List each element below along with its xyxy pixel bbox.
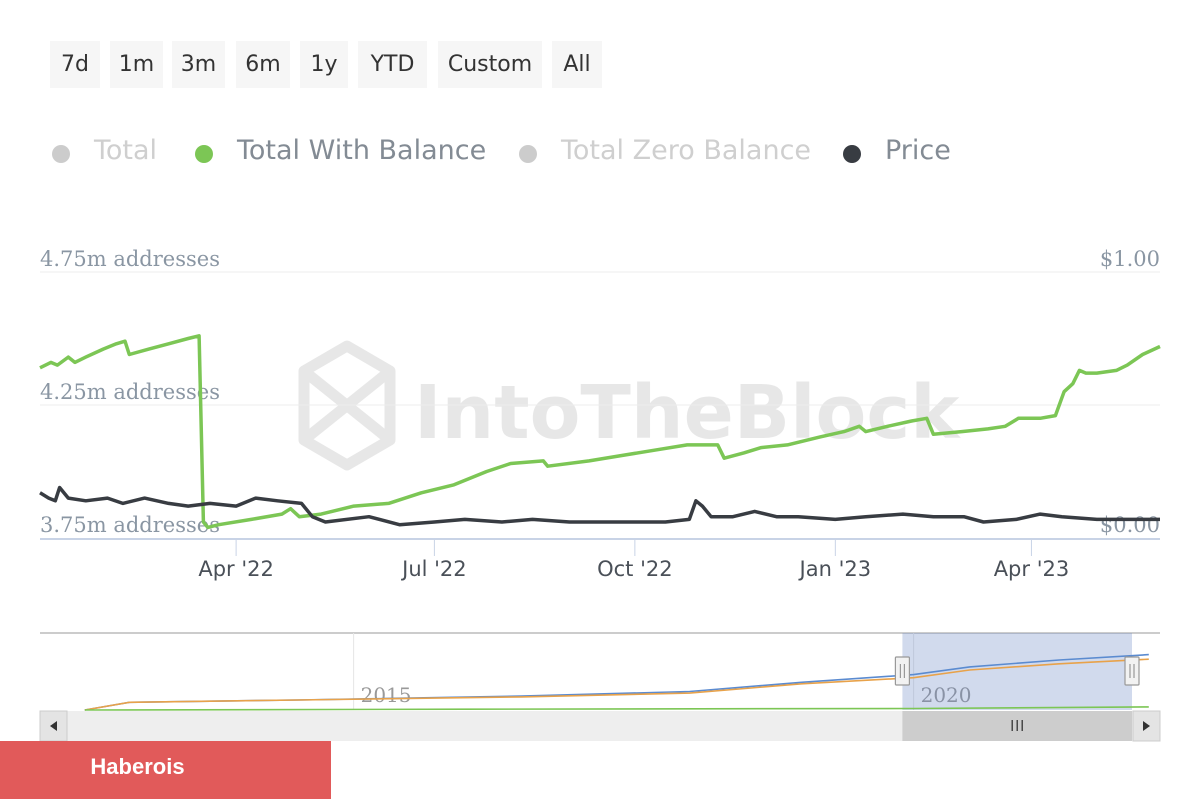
- y-axis-left: 3.75m addresses 4.25m addresses 4.75m addr…: [40, 247, 220, 537]
- haberois-banner: Haberois: [0, 741, 331, 799]
- series-line-price: [39, 485, 1160, 527]
- range-button-ytd[interactable]: YTD: [358, 41, 427, 88]
- x-tick-label: Apr '22: [198, 557, 274, 581]
- x-tick-label: Jan '23: [798, 557, 872, 581]
- x-axis: Apr '22 Jul '22 Oct '22 Jan '23 Apr '23: [40, 538, 1160, 581]
- range-button-1y[interactable]: 1y: [300, 41, 348, 88]
- y-right-tick-label: $0.00: [1100, 513, 1160, 537]
- y-left-tick-label: 3.75m addresses: [40, 513, 220, 537]
- y-left-tick-label: 4.75m addresses: [40, 247, 220, 271]
- legend-label-price: Price: [885, 135, 951, 166]
- legend-dot-price: [843, 145, 861, 163]
- legend-label-total-with-balance: Total With Balance: [237, 135, 487, 166]
- legend-label-total: Total: [94, 135, 158, 166]
- range-button-7d[interactable]: 7d: [50, 41, 100, 88]
- navigator-year-label: 2020: [921, 683, 972, 707]
- chevron-right-icon: [1143, 721, 1150, 731]
- range-button-1m[interactable]: 1m: [110, 41, 163, 88]
- scrollbar[interactable]: [39, 710, 1161, 742]
- x-tick-label: Oct '22: [597, 557, 672, 581]
- series-line-total-with-balance: [39, 334, 1161, 530]
- legend-label-total-zero-balance: Total Zero Balance: [561, 135, 812, 166]
- y-right-tick-label: $1.00: [1100, 247, 1160, 271]
- navigator-series-line: [84, 658, 1149, 711]
- chart-grid: [40, 271, 1160, 406]
- navigator-handle-left[interactable]: [894, 656, 911, 686]
- range-button-3m[interactable]: 3m: [172, 41, 225, 88]
- y-axis-right: $0.00 $1.00: [1100, 247, 1160, 537]
- navigator-handle-right[interactable]: [1124, 656, 1140, 686]
- chevron-left-icon: [50, 721, 57, 731]
- legend-dot-total: [52, 145, 70, 163]
- navigator-year-label: 2015: [361, 683, 412, 707]
- x-tick-label: Jul '22: [400, 557, 467, 581]
- navigator: 2015 2020: [39, 632, 1161, 742]
- y-left-tick-label: 4.25m addresses: [40, 380, 220, 404]
- range-button-custom[interactable]: Custom: [438, 41, 542, 88]
- x-tick-label: Apr '23: [994, 557, 1070, 581]
- range-button-all[interactable]: All: [552, 41, 602, 88]
- plot-series: [39, 334, 1161, 530]
- range-button-6m[interactable]: 6m: [236, 41, 290, 88]
- watermark-text: IntoTheBlock: [414, 370, 961, 456]
- navigator-series-line: [84, 706, 1149, 711]
- legend-dot-total-with-balance: [195, 145, 213, 163]
- legend-dot-total-zero-balance: [519, 145, 537, 163]
